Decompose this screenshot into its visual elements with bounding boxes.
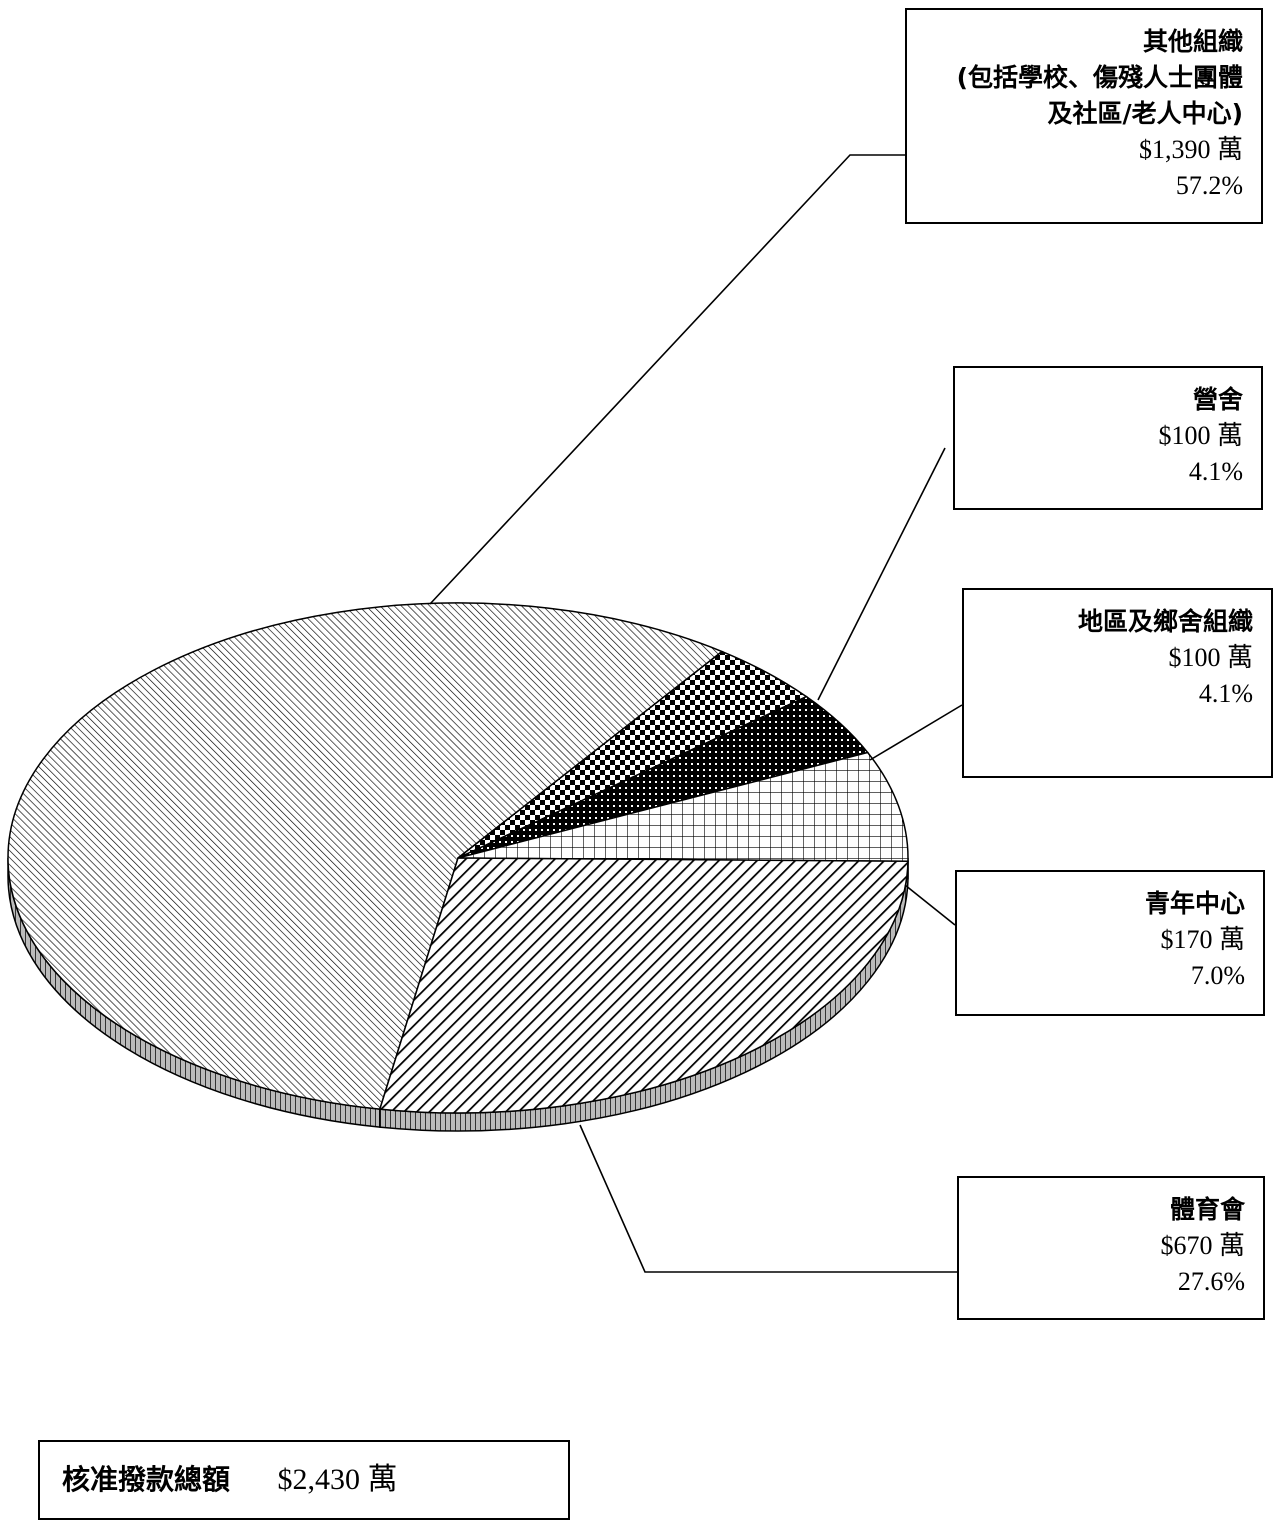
leader-line-2 (870, 705, 962, 760)
total-box: 核准撥款總額 $2,430 萬 (38, 1440, 570, 1520)
slice-percent: 4.1% (974, 676, 1253, 712)
slice-name-line: 其他組織 (917, 24, 1243, 60)
slice-name-line: (包括學校、傷殘人士團體 (917, 60, 1243, 96)
total-label: 核准撥款總額 (62, 1463, 230, 1496)
slice-name-line: 營舍 (965, 382, 1243, 418)
slice-name-line: 地區及鄉舍組織 (974, 604, 1253, 640)
total-value: $2,430 萬 (278, 1463, 398, 1496)
slice-percent: 7.0% (967, 958, 1245, 994)
slice-percent: 4.1% (965, 454, 1243, 490)
pie-slice-4 (380, 858, 908, 1113)
slice-name-line: 青年中心 (967, 886, 1245, 922)
slice-amount: $100 萬 (965, 418, 1243, 454)
leader-line-0 (430, 155, 905, 604)
slice-amount: $100 萬 (974, 640, 1253, 676)
slice-percent: 57.2% (917, 168, 1243, 204)
leader-line-1 (818, 448, 945, 700)
slice-name-line: 體育會 (969, 1192, 1245, 1228)
slice-amount: $1,390 萬 (917, 132, 1243, 168)
slice-amount: $170 萬 (967, 922, 1245, 958)
slice-name-line: 及社區/老人中心) (917, 96, 1243, 132)
leader-line-4 (580, 1125, 957, 1272)
leader-line-3 (905, 885, 955, 925)
slice-amount: $670 萬 (969, 1228, 1245, 1264)
slice-percent: 27.6% (969, 1264, 1245, 1300)
